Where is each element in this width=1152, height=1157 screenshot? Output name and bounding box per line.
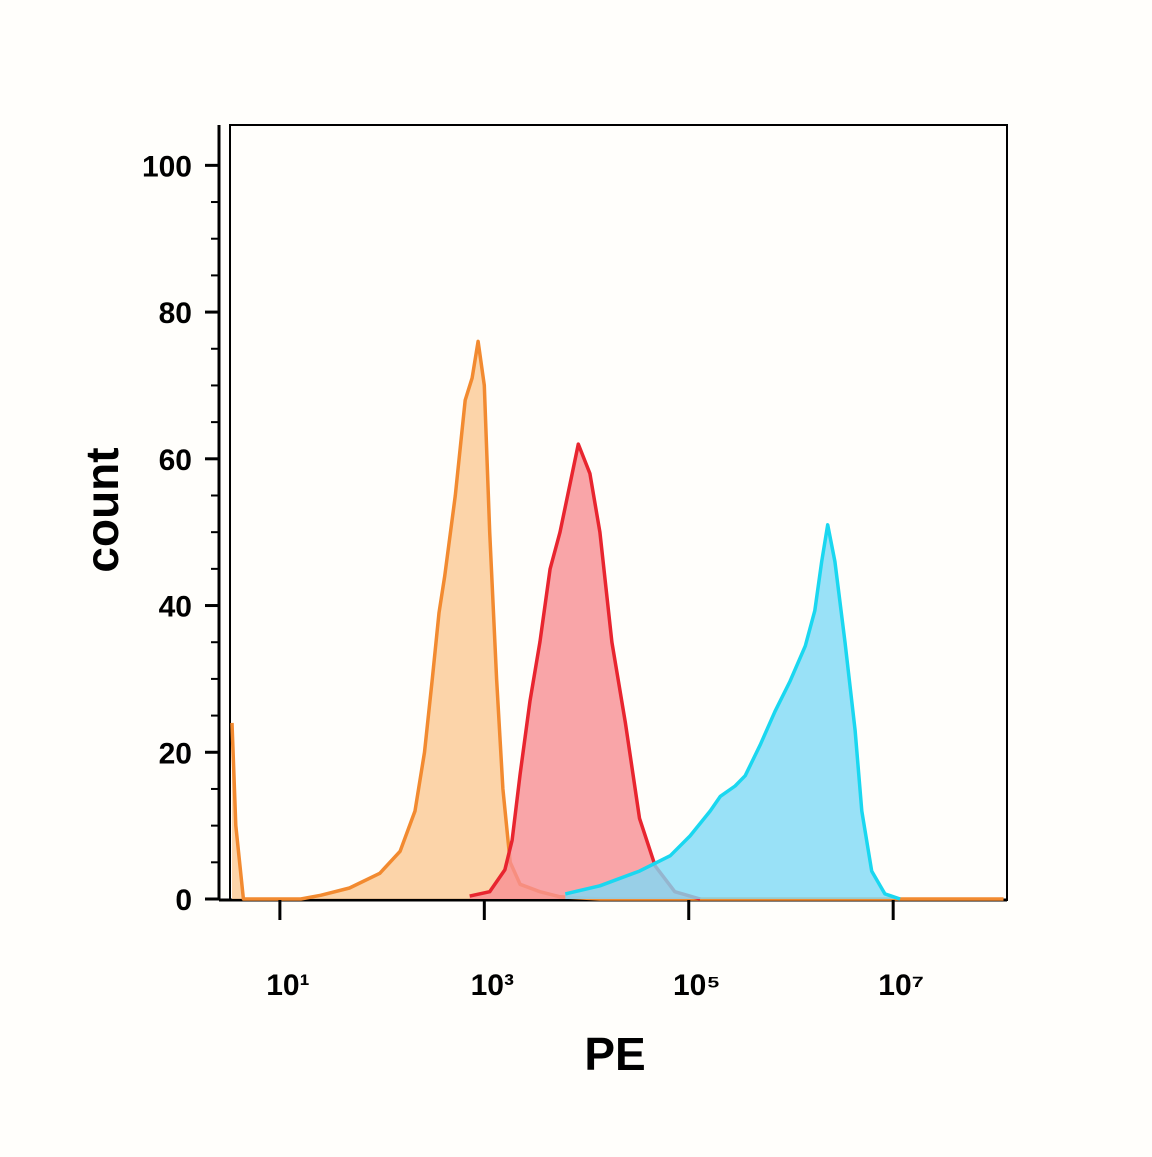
x-tick-label: 10¹ [266,969,309,1002]
y-tick-label: 60 [159,444,192,477]
y-tick-label: 40 [159,591,192,624]
area-fill [469,444,701,899]
y-tick-label: 80 [159,297,192,330]
area-fill [565,524,901,899]
series-line [469,442,701,901]
x-tick-label: 10⁷ [878,969,924,1002]
y-tick-label: 0 [175,884,192,917]
x-axis-title: PE [584,1028,645,1080]
y-tick-label: 100 [142,150,192,183]
x-tick-label: 10⁵ [673,969,720,1002]
series-layer [230,339,1004,901]
y-tick-label: 20 [159,737,192,770]
x-tick-label: 10³ [471,969,514,1002]
y-axis-title: count [76,447,128,572]
series-line [564,523,901,901]
